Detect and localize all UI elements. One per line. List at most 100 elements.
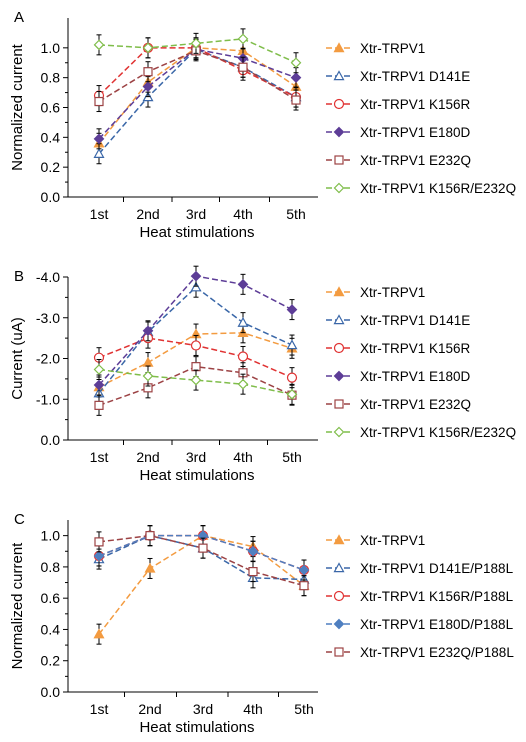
legend-swatch-marker (334, 647, 344, 657)
y-tick-label: 0.0 (41, 432, 61, 448)
legend-entry: Xtr-TRPV1 K156R/P188L (326, 589, 514, 604)
data-point (191, 362, 201, 372)
data-point (286, 339, 298, 350)
x-tick-label: 4th (243, 701, 262, 717)
series-line (98, 48, 297, 140)
x-tick-label: 2nd (136, 449, 159, 465)
legend-swatch-marker (333, 534, 345, 545)
panel-label: C (14, 511, 25, 528)
y-tick-label: 1.0 (41, 40, 61, 56)
legend-swatch-marker (333, 70, 345, 81)
legend-swatch-marker (333, 342, 345, 354)
x-tick-label: 5th (286, 206, 305, 222)
legend-label: Xtr-TRPV1 E232Q (360, 153, 471, 168)
series-3 (93, 265, 298, 396)
x-axis-title: Heat stimulations (139, 224, 254, 241)
legend-label: Xtr-TRPV1 E180D (360, 369, 471, 384)
data-point (93, 364, 105, 375)
data-point (142, 325, 154, 337)
legend-swatch-marker (333, 182, 345, 194)
data-point (93, 133, 105, 145)
chart-panel-c: C 0.0 0.2 0.4 0.6 0.8 1.0 1st 2nd 3rd 4th 5th Heat s… (9, 511, 514, 736)
legend-entry: Xtr-TRPV1 K156R/E232Q (326, 425, 516, 440)
legend-entry: Xtr-TRPV1 (326, 533, 425, 548)
legend-swatch-marker (333, 370, 345, 382)
y-axis-title: Normalized current (9, 43, 26, 171)
data-point (198, 543, 208, 553)
data-point (291, 95, 301, 105)
y-tick-label: -3.0 (36, 310, 60, 326)
y-tick-label: 0.6 (41, 590, 61, 606)
legend-label: Xtr-TRPV1 K156R (360, 341, 471, 356)
series-0 (93, 525, 310, 645)
data-point (142, 370, 154, 382)
legend-label: Xtr-TRPV1 K156R/E232Q (360, 425, 516, 440)
legend-label: Xtr-TRPV1 K156R/P188L (360, 589, 514, 604)
legend-entry: Xtr-TRPV1 E232Q/P188L (326, 645, 514, 660)
y-tick-label: 1.0 (41, 528, 61, 544)
series-line (98, 534, 305, 581)
y-tick-label: 0.4 (41, 129, 61, 145)
legend-swatch-marker (334, 155, 344, 165)
y-tick-label: 0.0 (41, 189, 61, 205)
legend-entry: Xtr-TRPV1 E180D (326, 125, 471, 140)
series-4 (94, 40, 301, 113)
legend-label: Xtr-TRPV1 E232Q (360, 397, 471, 412)
data-point (93, 39, 105, 51)
data-point (93, 550, 105, 562)
data-point (94, 537, 104, 547)
panel-label: B (14, 268, 24, 285)
data-point (237, 351, 249, 362)
data-point (190, 270, 202, 282)
legend-label: Xtr-TRPV1 D141E (360, 313, 470, 328)
legend-swatch-marker (333, 42, 345, 53)
data-point (290, 57, 302, 69)
series-5 (93, 28, 302, 74)
data-point (286, 372, 298, 383)
y-tick-label: 0.6 (41, 100, 61, 116)
data-point (142, 81, 154, 92)
data-point (190, 374, 202, 386)
y-tick-label: 0.0 (41, 684, 61, 700)
x-tick-label: 3rd (186, 449, 206, 465)
legend-label: Xtr-TRPV1 E180D/P188L (360, 617, 514, 632)
series-line (98, 47, 297, 144)
x-tick-label: 3rd (193, 701, 213, 717)
data-point (238, 62, 248, 72)
legend-label: Xtr-TRPV1 D141E/P188L (360, 561, 514, 576)
y-tick-label: 0.4 (41, 621, 61, 637)
legend-entry: Xtr-TRPV1 E232Q (326, 397, 471, 412)
series-line (98, 534, 305, 571)
legend-swatch-marker (333, 562, 345, 573)
data-point (142, 42, 154, 54)
legend-label: Xtr-TRPV1 K156R/E232Q (360, 181, 516, 196)
y-tick-label: -1.0 (36, 391, 60, 407)
legend-entry: Xtr-TRPV1 E232Q (326, 153, 471, 168)
x-tick-label: 4th (233, 206, 252, 222)
legend-label: Xtr-TRPV1 D141E (360, 69, 470, 84)
y-tick-label: 0.8 (41, 559, 61, 575)
series-3 (93, 38, 302, 150)
x-tick-label: 5th (282, 449, 301, 465)
data-point (143, 67, 153, 77)
x-tick-label: 1st (90, 449, 109, 465)
x-tick-label: 4th (233, 449, 252, 465)
x-tick-label: 5th (294, 701, 313, 717)
x-tick-label: 3rd (186, 206, 206, 222)
data-point (290, 72, 302, 84)
legend-entry: Xtr-TRPV1 K156R (326, 97, 471, 112)
y-tick-label: 0.2 (41, 653, 61, 669)
legend-entry: Xtr-TRPV1 D141E (326, 313, 470, 328)
data-point (94, 96, 104, 107)
y-axis-title: Normalized current (9, 542, 26, 670)
x-tick-label: 1st (90, 701, 109, 717)
data-point (93, 628, 105, 639)
series-line (98, 50, 297, 103)
legend-swatch-marker (333, 98, 345, 110)
legend-entry: Xtr-TRPV1 D141E (326, 69, 470, 84)
data-point (299, 581, 309, 591)
legend-entry: Xtr-TRPV1 (326, 41, 425, 56)
legend-swatch-marker (333, 618, 345, 630)
data-point (248, 566, 258, 577)
